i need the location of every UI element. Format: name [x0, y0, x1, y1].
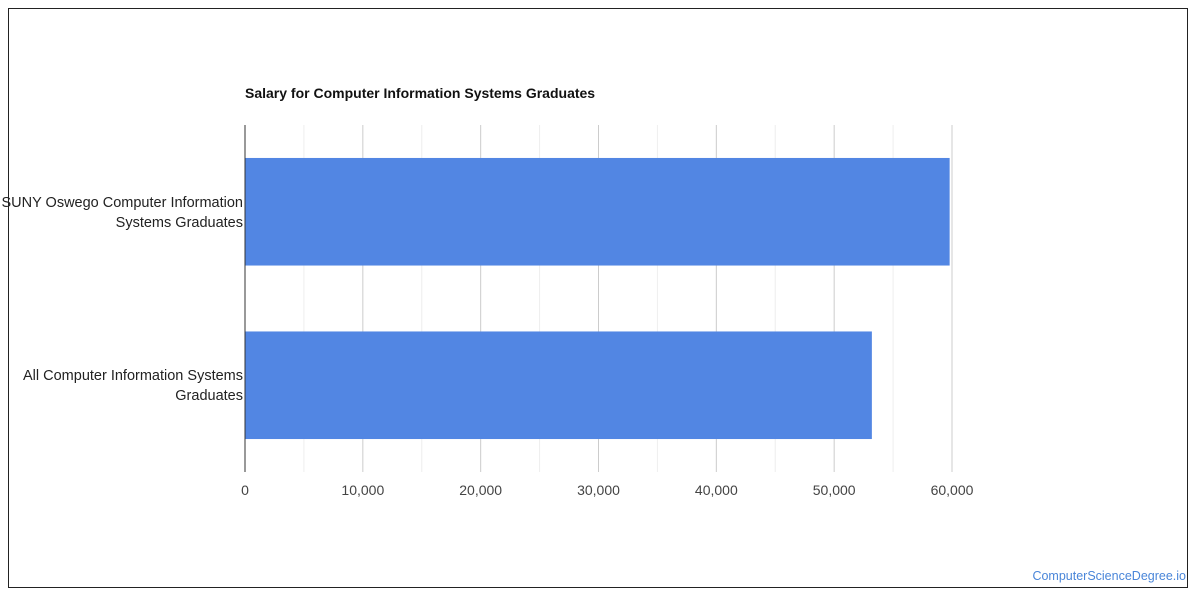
- chart-title: Salary for Computer Information Systems …: [245, 85, 596, 101]
- x-tick-label: 0: [241, 482, 249, 498]
- x-tick-label: 40,000: [695, 482, 738, 498]
- bar-1: [245, 331, 872, 440]
- x-tick-label: 60,000: [931, 482, 974, 498]
- category-label-0: SUNY Oswego Computer Information Systems…: [1, 195, 243, 231]
- x-tick-label: 20,000: [459, 482, 502, 498]
- watermark-link[interactable]: ComputerScienceDegree.io: [1032, 569, 1186, 583]
- category-label-1: All Computer Information Systems Graduat…: [23, 368, 243, 404]
- x-tick-label: 30,000: [577, 482, 620, 498]
- bar-0: [245, 157, 950, 266]
- x-tick-label: 50,000: [813, 482, 856, 498]
- x-tick-label: 10,000: [341, 482, 384, 498]
